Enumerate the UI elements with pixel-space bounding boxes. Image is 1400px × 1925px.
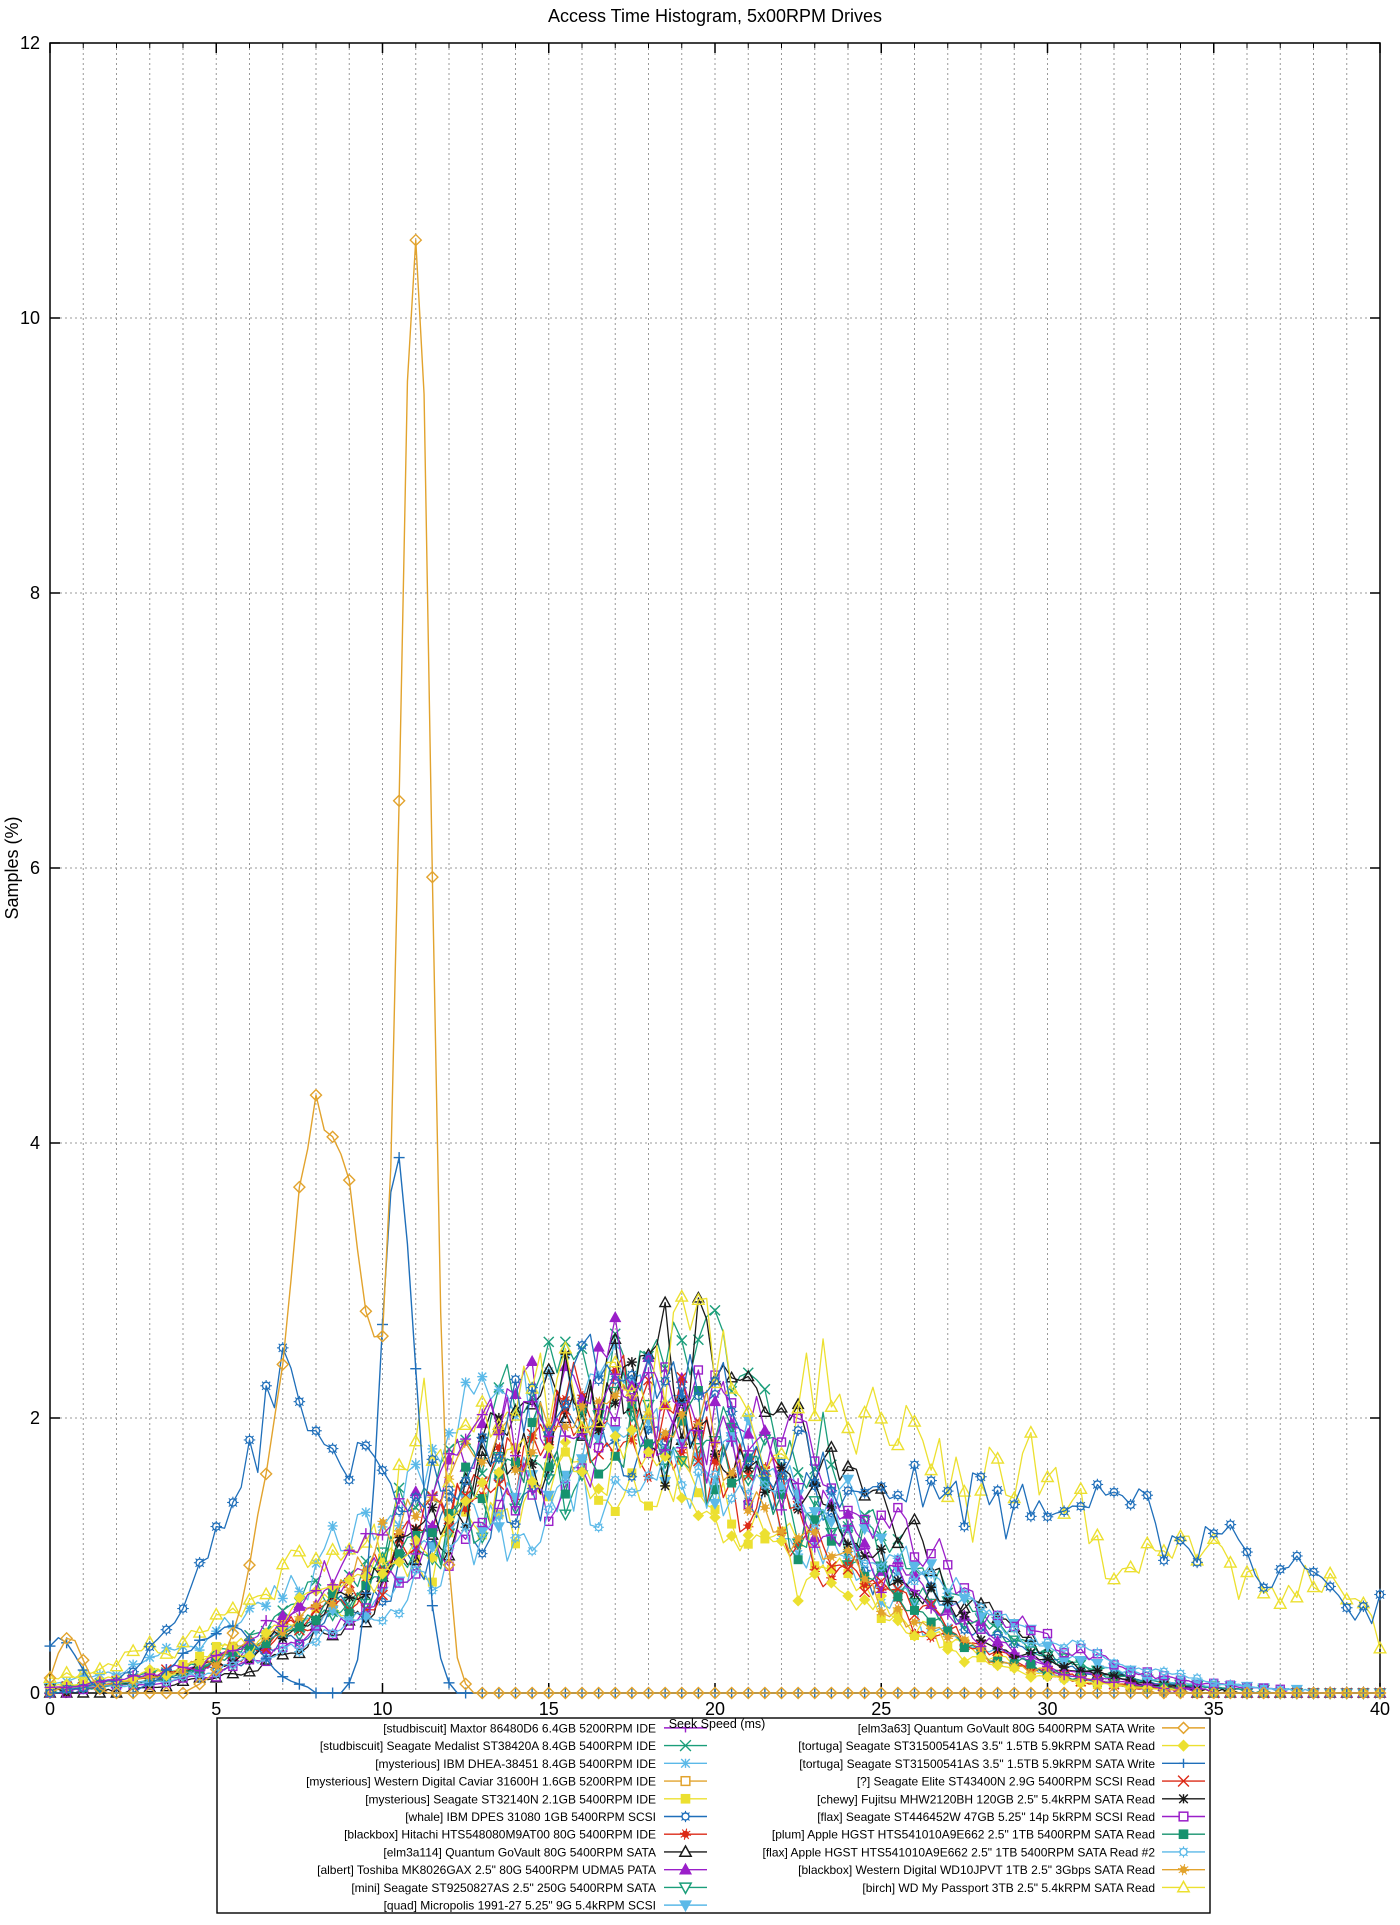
- svg-text:5: 5: [211, 1699, 221, 1719]
- svg-text:0: 0: [30, 1683, 40, 1703]
- svg-text:35: 35: [1204, 1699, 1224, 1719]
- svg-text:8: 8: [30, 583, 40, 603]
- svg-text:40: 40: [1370, 1699, 1390, 1719]
- svg-text:10: 10: [372, 1699, 392, 1719]
- svg-text:Access Time Histogram, 5x00RPM: Access Time Histogram, 5x00RPM Drives: [548, 6, 882, 26]
- svg-text:10: 10: [20, 308, 40, 328]
- svg-text:6: 6: [30, 858, 40, 878]
- svg-text:4: 4: [30, 1133, 40, 1153]
- svg-text:2: 2: [30, 1408, 40, 1428]
- svg-text:30: 30: [1037, 1699, 1057, 1719]
- svg-text:12: 12: [20, 33, 40, 53]
- svg-text:15: 15: [539, 1699, 559, 1719]
- svg-text:25: 25: [871, 1699, 891, 1719]
- svg-text:0: 0: [45, 1699, 55, 1719]
- svg-text:20: 20: [705, 1699, 725, 1719]
- svg-text:Samples (%): Samples (%): [2, 816, 22, 919]
